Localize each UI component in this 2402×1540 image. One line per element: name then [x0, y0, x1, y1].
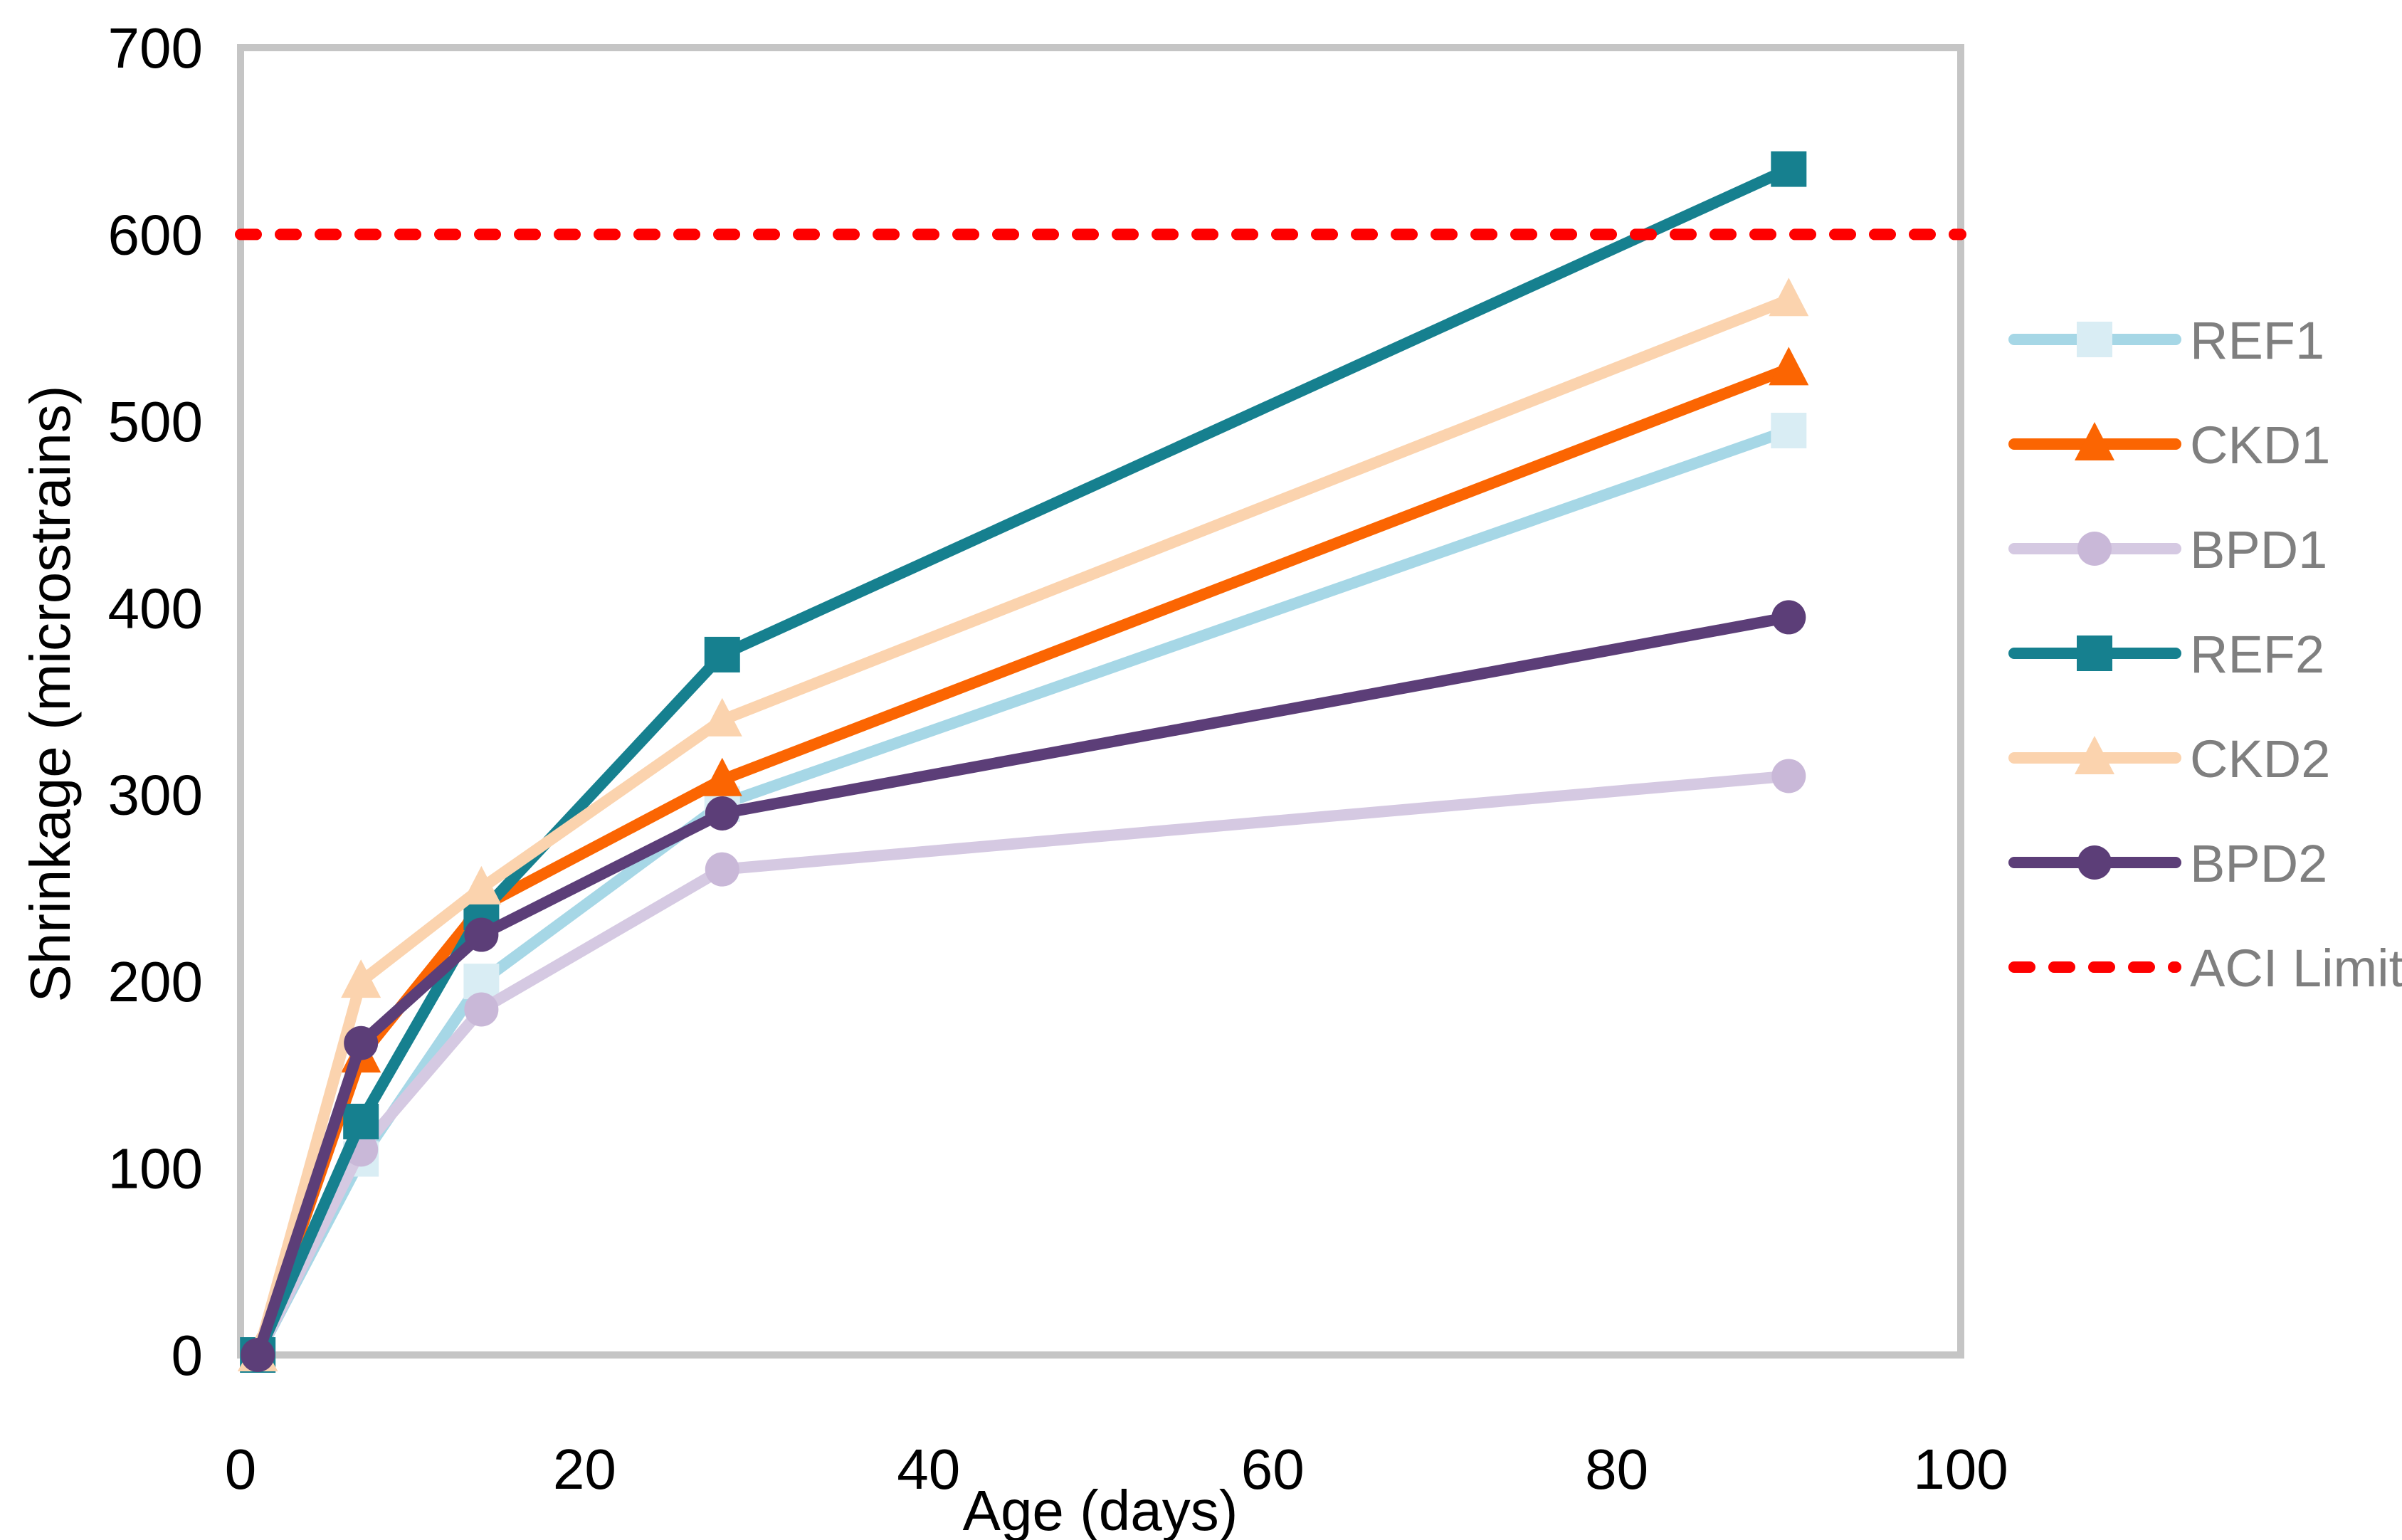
marker-BPD1-day90 — [1771, 759, 1806, 793]
legend-item-bpd1: BPD1 — [2008, 520, 2327, 579]
marker-BPD2-day14 — [464, 917, 499, 952]
x-axis-title: Age (days) — [963, 1479, 1238, 1540]
y-tick-label-100: 100 — [108, 1137, 203, 1201]
y-tick-label-0: 0 — [172, 1324, 204, 1387]
x-tick-label-80: 80 — [1585, 1438, 1648, 1501]
series-BPD1 — [241, 759, 1806, 1372]
legend-label: CKD2 — [2190, 729, 2330, 789]
legend-item-ref2: REF2 — [2008, 625, 2324, 684]
legend-marker-CKD2 — [2075, 736, 2114, 774]
legend-item-ref1: REF1 — [2008, 311, 2324, 370]
plot-border — [237, 44, 1964, 1359]
legend-label: REF1 — [2190, 311, 2324, 370]
y-tick-label-500: 500 — [108, 390, 203, 453]
x-tick-label-0: 0 — [225, 1438, 257, 1501]
legend-label: ACI Limit — [2190, 939, 2402, 998]
marker-CKD2-day28 — [702, 697, 742, 737]
x-tick-label-20: 20 — [553, 1438, 616, 1501]
y-tick-label-300: 300 — [108, 764, 203, 827]
series-BPD2 — [241, 600, 1806, 1372]
marker-BPD2-day28 — [705, 796, 739, 830]
x-tick-label-100: 100 — [1913, 1438, 2008, 1501]
x-tick-label-40: 40 — [897, 1438, 960, 1501]
legend-marker-REF2 — [2077, 635, 2112, 671]
y-axis-title: Shrinkage (microstrains) — [19, 386, 82, 1003]
marker-REF2-day7 — [343, 1103, 379, 1139]
series-BPD1-line — [252, 770, 1795, 1361]
marker-BPD2-day90 — [1771, 600, 1806, 635]
legend-label: BPD1 — [2190, 520, 2327, 579]
chart-plot-area: 0 100 200 300 400 500 600 700 0 20 40 60 80 100 REF1 CK… — [108, 16, 2402, 1501]
y-tick-label-600: 600 — [108, 203, 203, 266]
marker-CKD2-day90 — [1769, 278, 1809, 317]
legend-item-ckd1: CKD1 — [2008, 416, 2330, 475]
marker-REF1-day90 — [1771, 412, 1807, 448]
marker-CKD2-day7 — [341, 959, 381, 998]
legend-marker-BPD2 — [2077, 845, 2112, 880]
marker-REF2-day28 — [704, 636, 740, 673]
marker-REF2-day90 — [1771, 151, 1807, 187]
legend-marker-CKD1 — [2075, 422, 2114, 460]
marker-CKD1-day28 — [702, 757, 742, 796]
marker-CKD2-day14 — [461, 865, 502, 905]
legend-label: REF2 — [2190, 625, 2324, 684]
marker-CKD1-day90 — [1769, 347, 1809, 386]
marker-BPD1-day14 — [464, 992, 499, 1027]
legend-item-ckd2: CKD2 — [2008, 729, 2330, 789]
legend-label: BPD2 — [2190, 834, 2327, 893]
y-tick-label-700: 700 — [108, 16, 203, 80]
marker-BPD1-day28 — [705, 852, 739, 887]
legend-marker-REF1 — [2077, 322, 2112, 357]
y-tick-label-400: 400 — [108, 576, 203, 640]
marker-BPD2-day7 — [344, 1025, 379, 1060]
legend-label: CKD1 — [2190, 416, 2330, 475]
series-CKD2 — [238, 278, 1809, 1371]
legend-marker-BPD1 — [2077, 532, 2112, 566]
x-tick-label-60: 60 — [1241, 1438, 1305, 1501]
marker-BPD2-day1 — [241, 1338, 275, 1372]
legend-item-bpd2: BPD2 — [2008, 834, 2327, 893]
y-tick-label-200: 200 — [108, 950, 203, 1013]
legend-item-aci-limit: ACI Limit — [2008, 939, 2402, 998]
